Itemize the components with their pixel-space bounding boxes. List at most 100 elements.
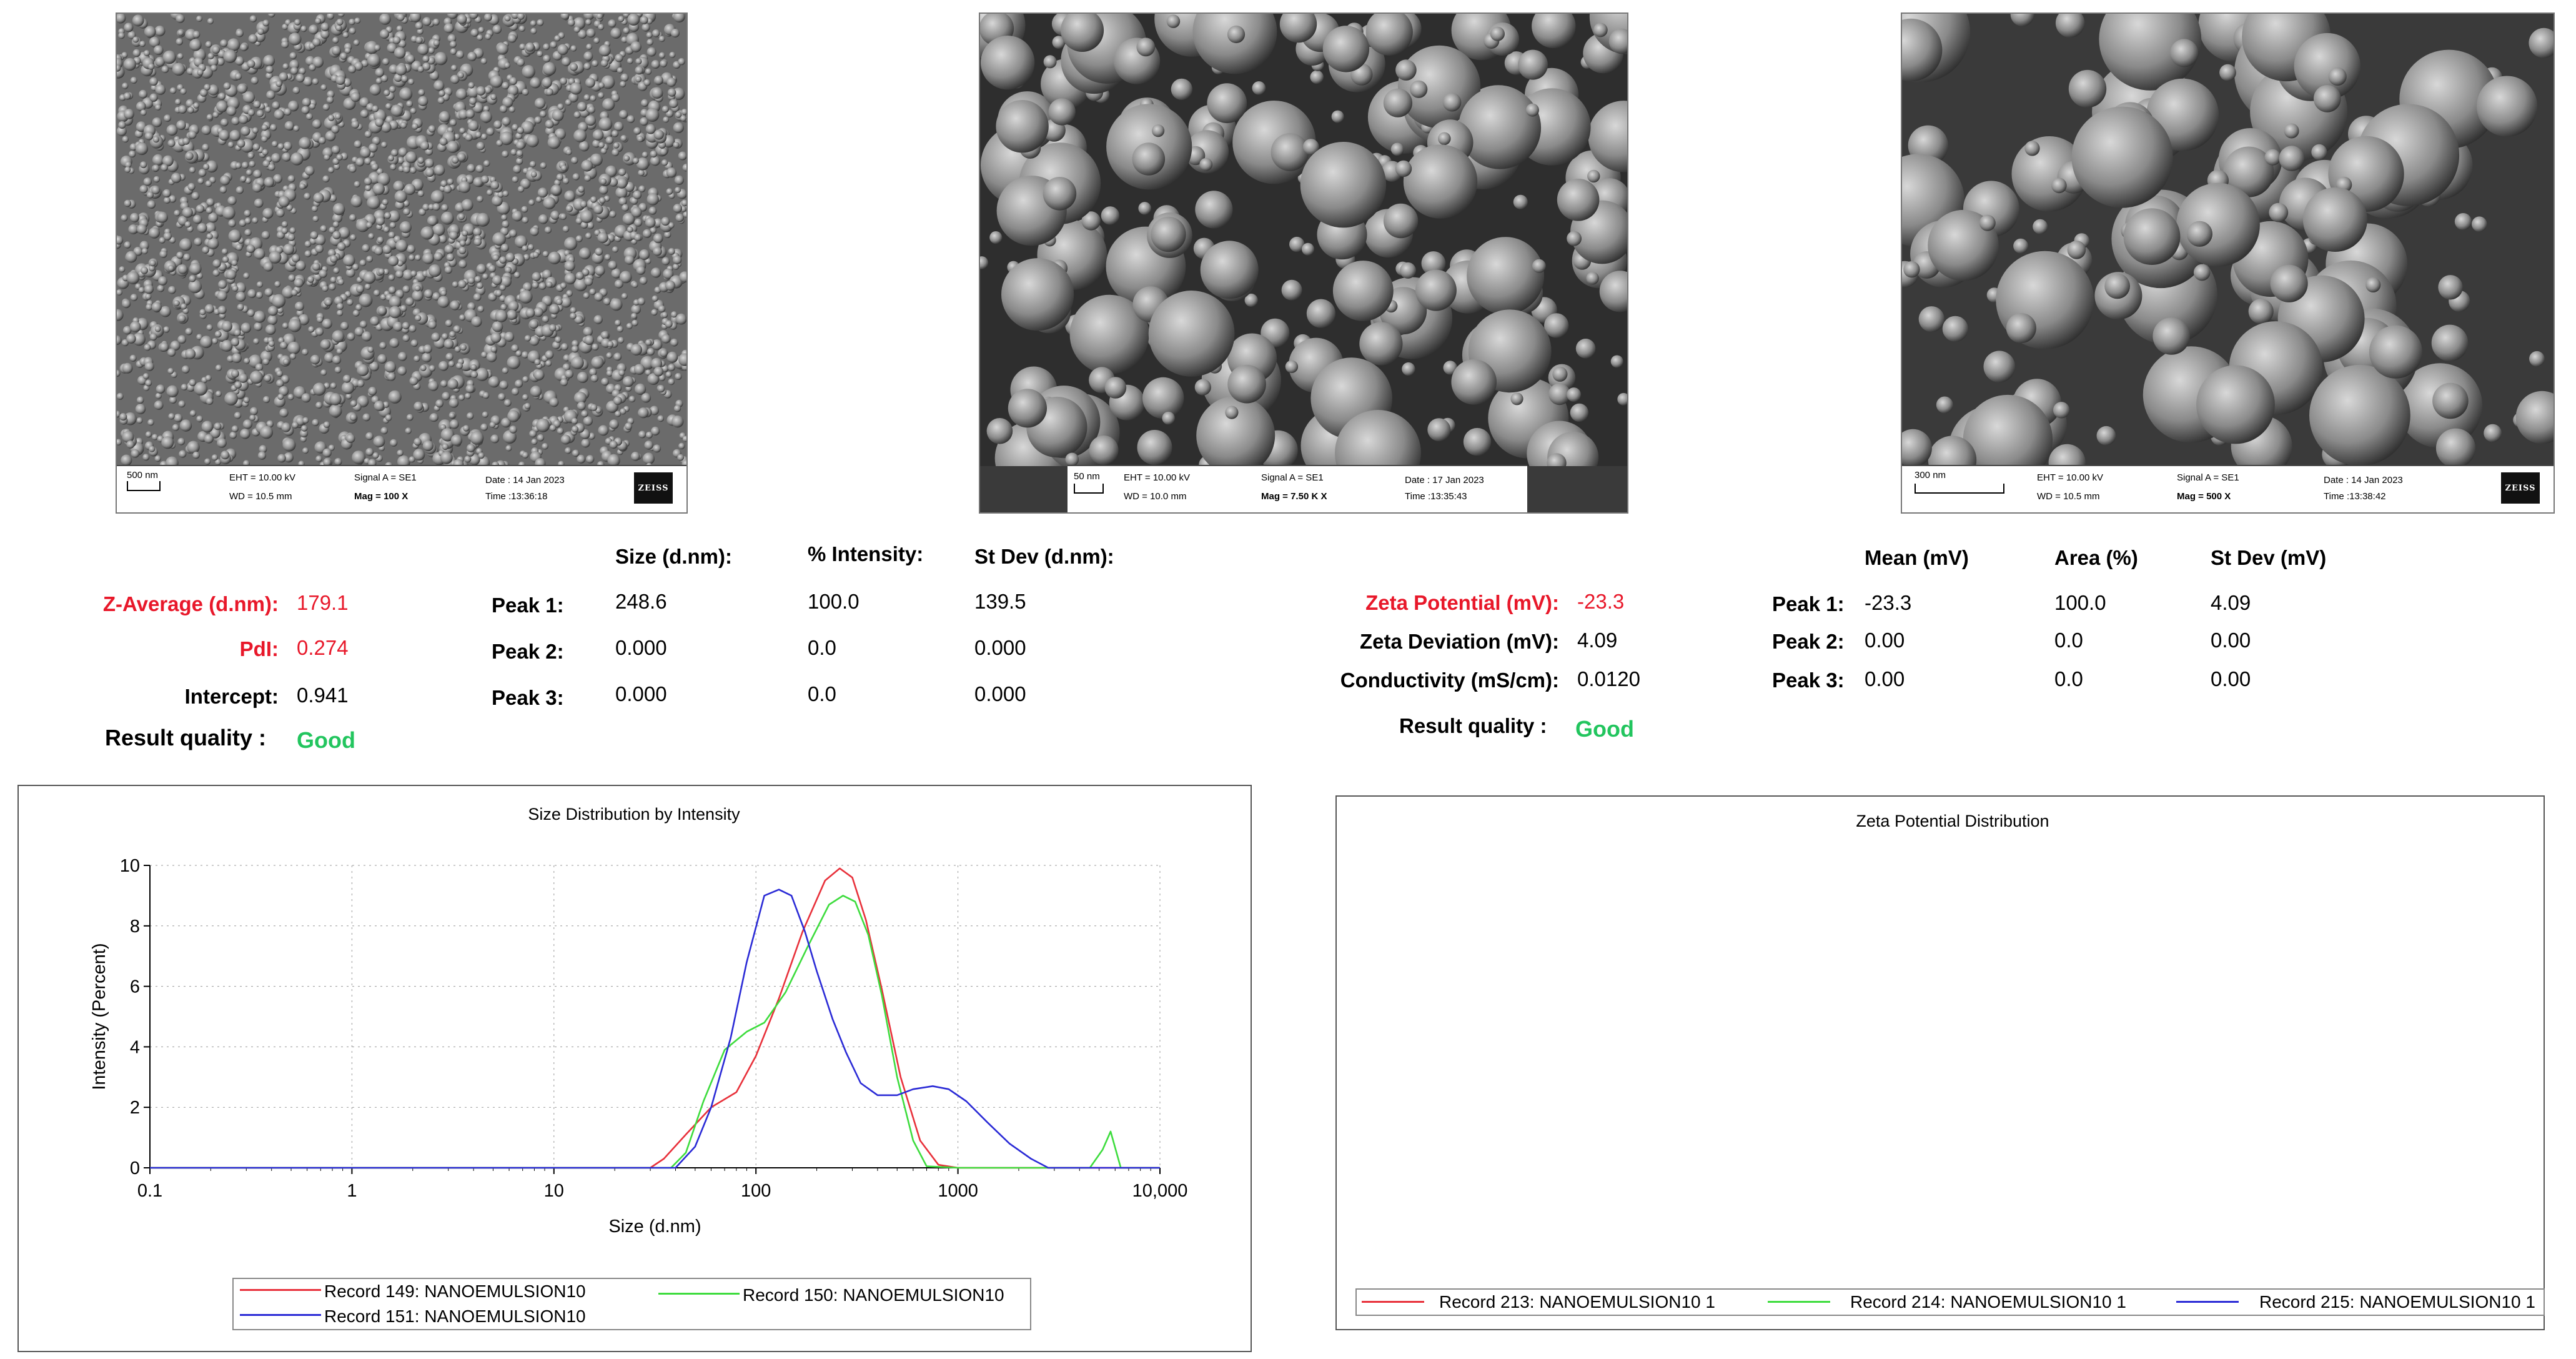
sem-particle: [364, 131, 372, 138]
sem-particle: [437, 97, 445, 104]
sem-particle: [277, 454, 286, 463]
sem-particle: [330, 382, 337, 389]
sem-particle: [538, 282, 547, 290]
sem-particle: [513, 272, 520, 279]
sem-particle: [117, 439, 122, 446]
sem-particle: [492, 321, 503, 332]
sem-particle: [613, 121, 624, 131]
sem-particle: [429, 413, 438, 422]
sem-particle: [292, 422, 299, 429]
sem-particle: [501, 417, 511, 428]
sem-particle: [220, 340, 233, 352]
sem-particle: [446, 253, 455, 262]
sem-particle: [302, 349, 309, 356]
sem-particle: [455, 88, 467, 100]
sem-particle: [405, 427, 412, 434]
sem-particle: [169, 396, 177, 404]
sem-particle: [532, 282, 539, 289]
sem-particle: [355, 304, 362, 311]
sem-particle: [521, 206, 528, 213]
sem-particle: [665, 371, 672, 378]
sem-particle: [197, 177, 204, 184]
legend-label-149: Record 149: NANOEMULSION10: [324, 1282, 586, 1301]
sem-particle: [188, 279, 202, 294]
sem-particle: [276, 370, 283, 377]
sem-particle: [410, 107, 417, 114]
sem-particle: [528, 199, 535, 206]
sem-particle: [175, 99, 181, 106]
sem-particle: [282, 322, 289, 329]
legend-label-151: Record 151: NANOEMULSION10: [324, 1307, 586, 1326]
sem-particle: [456, 50, 464, 59]
sem-particle: [276, 379, 284, 387]
sem-particle: [560, 378, 568, 387]
sem-particle: [558, 460, 565, 466]
sem-particle: [512, 176, 518, 183]
sem-particle: [332, 37, 339, 44]
sem-particle: [138, 287, 145, 294]
sem-particle: [458, 280, 467, 289]
sem-particle: [467, 412, 474, 420]
sem-particle: [207, 17, 214, 24]
sem-particle: [635, 58, 642, 65]
size-tick-label-y: 6: [130, 977, 140, 997]
sem-particle: [147, 200, 156, 209]
sem-particle: [417, 28, 424, 35]
sem-particle: [433, 39, 440, 47]
sem-particle: [157, 284, 165, 292]
sem-particle: [678, 151, 686, 161]
sem-particle: [383, 226, 390, 233]
sem-particle: [244, 357, 250, 364]
sem-particle: [369, 361, 379, 372]
sem-particle: [415, 36, 423, 44]
sem-particle: [627, 57, 633, 64]
sem-particle: [673, 405, 681, 412]
legend-line-151: [240, 1314, 321, 1316]
sem-particle: [323, 421, 330, 428]
sem-particle: [177, 53, 184, 59]
sem-particle: [669, 51, 676, 58]
sem-particle: [117, 14, 126, 24]
sem-particle: [281, 41, 289, 49]
sem-particle: [513, 165, 522, 174]
sem-particle: [651, 60, 660, 69]
sem-particle: [428, 47, 435, 54]
sem-particle: [415, 22, 423, 30]
sem-particle: [573, 277, 588, 292]
sem-particle: [374, 246, 384, 256]
sem-particle: [637, 297, 645, 306]
sem-particle: [390, 439, 398, 447]
sem-particle: [543, 43, 550, 51]
sem-particle: [671, 311, 678, 318]
sem-particle: [396, 25, 403, 32]
sem-particle: [129, 150, 136, 158]
sem-particle: [448, 398, 459, 408]
sem-particle: [373, 436, 385, 448]
sem-particle: [139, 241, 149, 251]
size-tick-label-x: 1000: [938, 1181, 978, 1201]
sem-particle: [598, 425, 609, 436]
sem-particle: [253, 338, 260, 345]
sem-particle: [232, 285, 239, 292]
sem-particle: [377, 354, 387, 364]
legend-line-214: [1768, 1301, 1830, 1303]
sem-particle: [143, 177, 152, 186]
sem-particle: [210, 427, 220, 439]
sem-particle: [215, 364, 222, 371]
sem-particle: [287, 394, 294, 401]
sem-particle: [390, 149, 399, 157]
sem-particle: [302, 97, 311, 107]
sem-particle: [572, 449, 580, 457]
sem-particle: [312, 56, 324, 68]
sem-particle: [384, 361, 397, 373]
sem-particle: [523, 254, 530, 261]
sem-particle: [590, 95, 597, 102]
sem-particle: [299, 67, 306, 75]
sem-particle: [601, 331, 609, 339]
sem-particle: [552, 109, 564, 122]
sem-particle: [552, 341, 561, 350]
sem-particle: [152, 434, 158, 441]
sem-particle: [540, 111, 547, 117]
sem-particle: [380, 75, 389, 82]
sem-particle: [507, 410, 520, 422]
